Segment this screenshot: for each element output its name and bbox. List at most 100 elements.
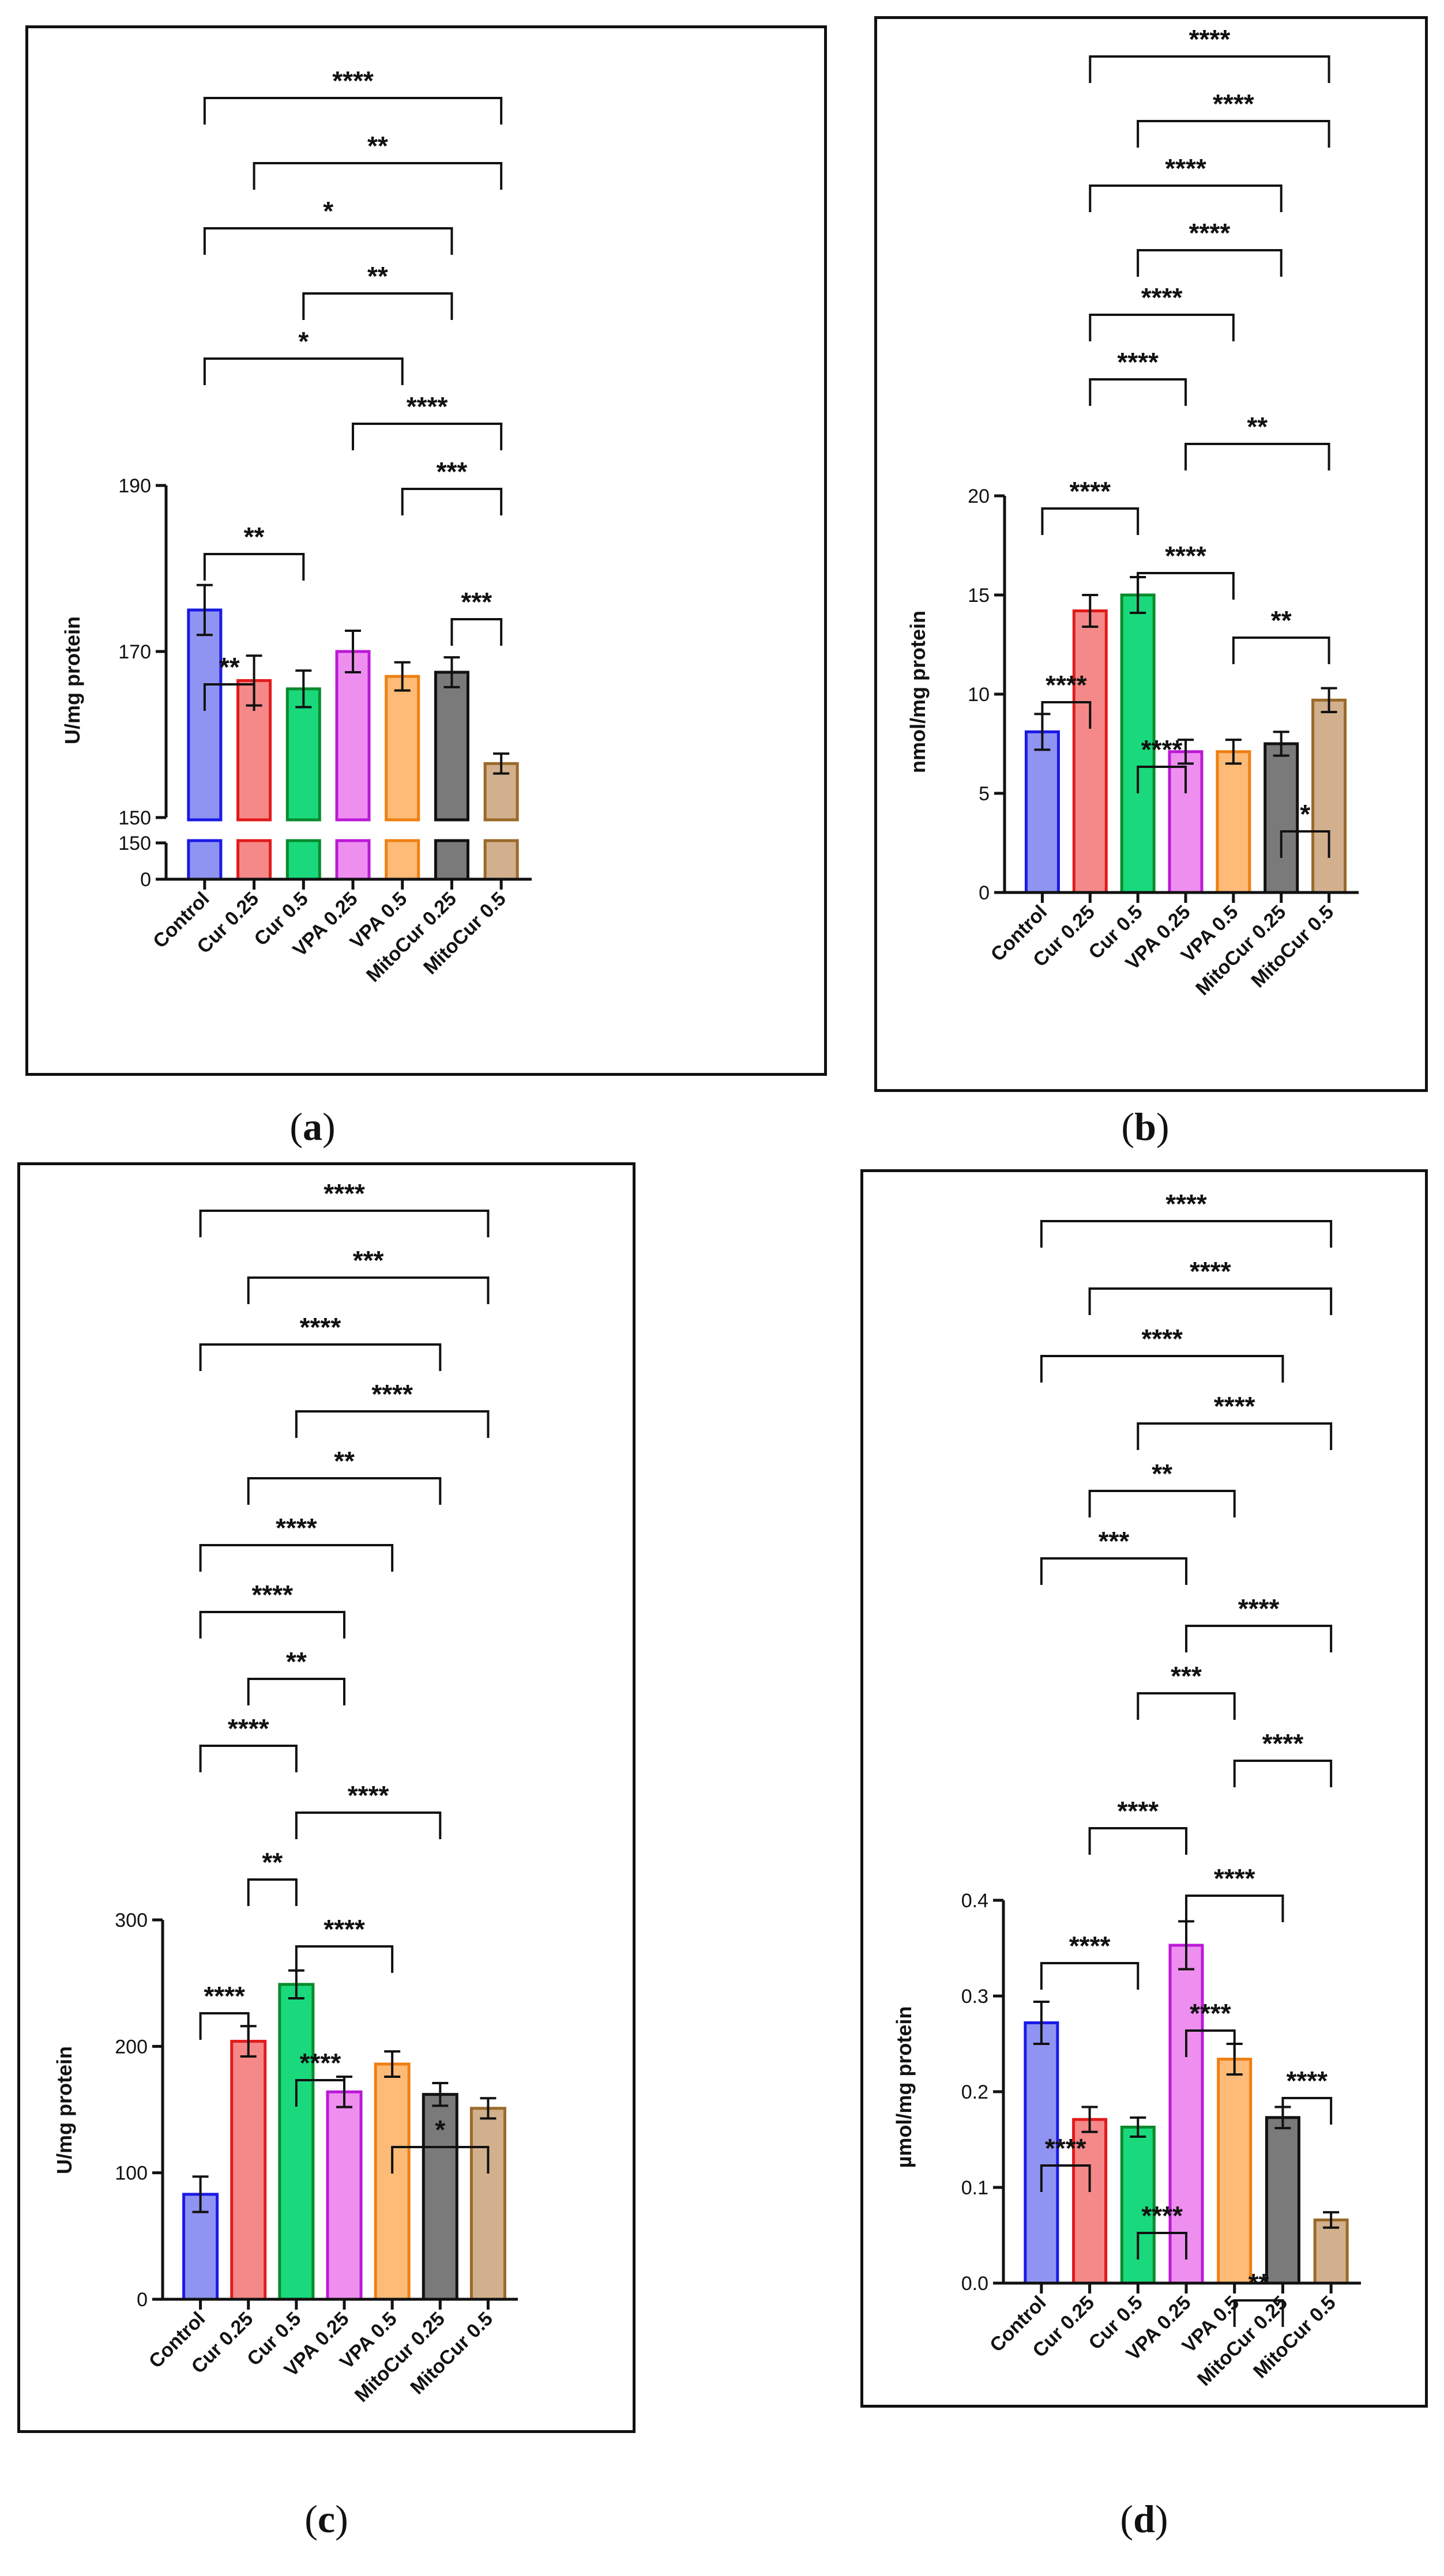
panel-b-sig-bracket-10 [1041, 701, 1092, 729]
panel-c-sig-label-14: * [435, 2115, 445, 2145]
panel-c-sig-bracket-11 [295, 1945, 394, 1973]
panel-a-sig-bracket-1 [253, 162, 503, 190]
panel-c-sig-label-8: **** [228, 1713, 269, 1743]
panel-c-sig-bracket-2 [199, 1343, 442, 1371]
panel-d-y-tick-label-3: 0.3 [961, 1986, 988, 2008]
panel-c-sig-bracket-4 [247, 1477, 442, 1505]
panel-d-sig-label-0: **** [1165, 1189, 1207, 1219]
panel-a-y-tick-label-upper-2: 190 [118, 475, 151, 497]
panel-c-y-tick-label-0: 0 [137, 2289, 148, 2311]
panel-b-bar-4 [1216, 750, 1251, 894]
panel-a-sig-label-4: * [298, 326, 309, 356]
panel-c-sig-bracket-0 [199, 1210, 490, 1237]
panel-c-sig-label-2: **** [300, 1312, 341, 1342]
panel-c-sig-bracket-6 [199, 1611, 345, 1639]
panel-b-sig-label-12: * [1300, 799, 1310, 829]
panel-c-sig-bracket-7 [247, 1678, 345, 1705]
panel-c-sig-label-6: **** [251, 1580, 293, 1610]
panel-d-sig-bracket-10 [1185, 1895, 1284, 1922]
panel-d-sig-label-16: ** [1249, 2268, 1269, 2298]
panel-d-sig-label-11: **** [1069, 1931, 1111, 1961]
panel-b-y-axis-label: nmol/mg protein [906, 611, 930, 773]
panel-a-bar-upper-4 [385, 675, 420, 822]
panel-a-sig-label-2: * [323, 196, 333, 226]
panel-b-sig-bracket-1 [1137, 120, 1330, 148]
panel-b-sig-label-5: **** [1117, 347, 1159, 377]
panel-b-sig-bracket-4 [1089, 314, 1235, 341]
panel-d-sig-bracket-5 [1040, 1557, 1187, 1585]
panel-d-sig-label-9: **** [1117, 1796, 1159, 1826]
panel-c-sig-bracket-12 [199, 2012, 250, 2040]
panel-b-bar-0 [1024, 730, 1060, 894]
panel-d-y-axis-label: µmol/mg protein [892, 2006, 916, 2168]
panel-a-sig-bracket-5 [352, 423, 503, 450]
panel-d-sig-bracket-8 [1233, 1760, 1333, 1787]
panel-d-y-tick-label-4: 0.4 [961, 1890, 988, 1912]
panel-a-bar-lower-2 [285, 839, 321, 881]
panel-a-y-tick-label-upper-0: 150 [118, 807, 151, 829]
panel-d-sig-bracket-0 [1040, 1220, 1333, 1248]
panel-b-sig-bracket-6 [1184, 443, 1330, 470]
panel-d-sig-label-10: **** [1214, 1863, 1255, 1893]
panel-c-y-tick-label-2: 200 [115, 2036, 148, 2058]
panel-d-sig-bracket-14 [1040, 2164, 1091, 2192]
panel-b-sig-label-6: ** [1247, 412, 1268, 442]
panel-c-sig-bracket-3 [295, 1410, 490, 1438]
panel-a-sig-label-5: **** [407, 391, 448, 421]
panel-d-sig-label-1: **** [1190, 1256, 1231, 1286]
panel-d-sig-label-15: **** [1141, 2201, 1183, 2231]
panel-b-sig-bracket-0 [1089, 55, 1330, 83]
panel-b-sig-label-4: **** [1141, 283, 1183, 312]
panel-d-y-tick-label-0: 0.0 [961, 2273, 988, 2295]
panel-b-sig-bracket-2 [1089, 184, 1283, 212]
caption-b: (b) [1121, 1105, 1170, 1148]
panel-d-sig-bracket-11 [1040, 1962, 1140, 1990]
panel-a-y-tick-label-upper-1: 170 [118, 641, 151, 663]
panel-c-sig-label-10: ** [262, 1847, 283, 1877]
panel-d-sig-label-12: **** [1190, 1998, 1231, 2028]
panel-c-sig-label-7: ** [286, 1647, 307, 1677]
panel-d-bar-4 [1217, 2058, 1253, 2285]
panel-a-sig-bracket-3 [302, 292, 453, 320]
panel-a-sig-bracket-4 [203, 357, 404, 385]
panel-a-sig-label-1: ** [367, 131, 388, 161]
panel-b-sig-label-8: **** [1165, 541, 1206, 571]
panel-c-sig-label-9: **** [348, 1780, 389, 1810]
panel-c-sig-label-1: *** [353, 1245, 384, 1275]
panel-d-bar-6 [1313, 2218, 1349, 2285]
panel-b-bar-1 [1072, 609, 1108, 894]
panel-a-bar-upper-2 [285, 687, 321, 822]
panel-c-sig-label-3: **** [371, 1379, 413, 1409]
panel-c-bar-6 [469, 2107, 506, 2301]
panel-d-sig-bracket-12 [1185, 2029, 1236, 2057]
panel-a-bar-lower-1 [236, 839, 272, 881]
panel-a-bar-lower-4 [385, 839, 420, 881]
panel-b-bar-2 [1120, 593, 1156, 894]
panel-d-sig-label-5: *** [1099, 1526, 1130, 1556]
panel-b-sig-label-9: ** [1271, 605, 1292, 635]
panel-c-sig-bracket-13 [295, 2079, 345, 2107]
panel-a-bar-upper-0 [187, 608, 223, 822]
panel-b-y-tick-label-4: 20 [968, 485, 990, 507]
panel-b-sig-bracket-5 [1089, 378, 1187, 406]
panel-a-bar-lower-3 [335, 839, 371, 881]
panel-c-y-tick-label-3: 300 [115, 1910, 148, 1931]
panel-d-sig-label-3: **** [1214, 1391, 1255, 1421]
panel-b-sig-label-7: **** [1069, 476, 1111, 506]
panel-a-bar-lower-0 [187, 839, 223, 881]
panel-a-bar-upper-5 [434, 671, 469, 822]
panel-b-sig-bracket-12 [1280, 830, 1330, 858]
panel-c-sig-label-4: ** [334, 1446, 355, 1476]
panel-a-bar-upper-3 [335, 650, 371, 822]
caption-c: (c) [304, 2497, 348, 2541]
panel-c-bar-3 [326, 2090, 363, 2301]
panel-d-sig-bracket-2 [1040, 1355, 1284, 1383]
panel-b-y-tick-label-1: 5 [979, 783, 990, 805]
panel-c-sig-label-11: **** [324, 1914, 365, 1944]
panel-d-sig-bracket-6 [1185, 1625, 1333, 1652]
panel-d-sig-bracket-1 [1088, 1287, 1333, 1315]
caption-a: (a) [289, 1105, 336, 1148]
panel-a-bar-lower-6 [483, 839, 519, 881]
panel-b-sig-bracket-9 [1232, 637, 1330, 664]
panel-d-sig-label-13: **** [1286, 2066, 1328, 2096]
